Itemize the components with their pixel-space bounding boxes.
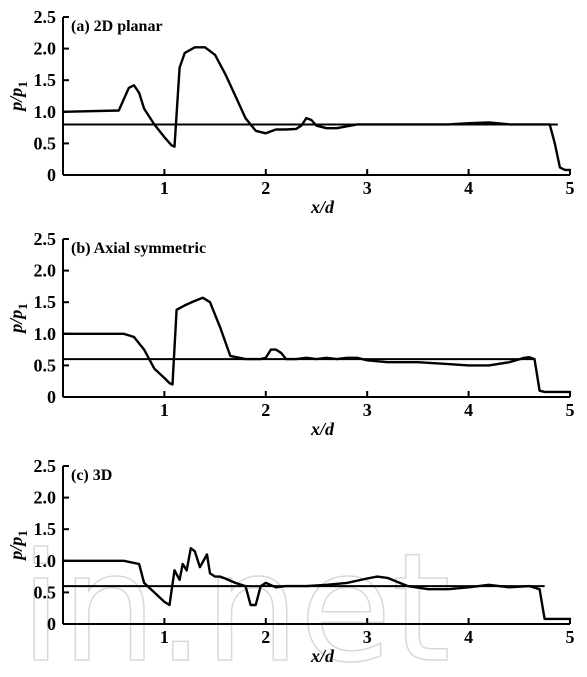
y-tick-label-b: 2.5: [34, 229, 57, 249]
x-tick-label-c: 4: [464, 627, 473, 647]
panel-title-c: (c) 3D: [71, 467, 112, 484]
y-axis-label-c: p/p1: [6, 530, 30, 562]
x-tick-label-b: 5: [566, 400, 575, 420]
y-tick-label-b: 1.0: [34, 324, 57, 344]
chart-panel-b: 0 0.5 1.0 1.5 2.0 2.5 1 2 3 4 5 x/d p/p1 (b) Axial sy…: [6, 229, 575, 439]
y-tick-label-b: 0.5: [34, 355, 57, 375]
y-tick-label-a: 1.0: [34, 102, 57, 122]
y-tick-label-a: 1.5: [34, 70, 57, 90]
series-line-b-0: [61, 296, 572, 394]
panel-title-b: (b) Axial symmetric: [71, 240, 206, 257]
x-axis-label-a: x/d: [310, 197, 335, 217]
x-tick-label-c: 1: [160, 627, 169, 647]
x-axis-label-c: x/d: [310, 646, 335, 666]
y-tick-label-c: 0: [47, 614, 56, 634]
x-tick-label-a: 2: [261, 178, 270, 198]
y-tick-label-c: 2.0: [34, 488, 57, 508]
y-tick-label-b: 0: [47, 387, 56, 407]
y-tick-label-a: 2.0: [34, 39, 57, 59]
chart-panel-c: 0 0.5 1.0 1.5 2.0 2.5 1 2 3 4 5 x/d p/p1 (c) 3D: [6, 456, 575, 666]
y-tick-label-a: 0.5: [34, 133, 57, 153]
x-tick-label-a: 5: [566, 178, 575, 198]
chart-panel-a: 0 0.5 1.0 1.5 2.0 2.5 1 2 3 4 5 x/d p/p1 (a) 2D plana…: [6, 7, 575, 217]
y-tick-label-b: 2.0: [34, 261, 57, 281]
x-tick-label-b: 1: [160, 400, 169, 420]
y-axis-label-a: p/p1: [6, 81, 30, 113]
x-tick-label-a: 1: [160, 178, 169, 198]
panel-title-a: (a) 2D planar: [71, 18, 163, 35]
x-tick-label-c: 2: [261, 627, 270, 647]
x-tick-label-b: 3: [363, 400, 372, 420]
y-tick-label-c: 1.0: [34, 551, 57, 571]
y-tick-label-c: 1.5: [34, 519, 57, 539]
y-tick-label-b: 1.5: [34, 292, 57, 312]
watermark: in.net: [20, 522, 451, 672]
x-axis-label-b: x/d: [310, 419, 335, 439]
x-tick-label-a: 4: [464, 178, 473, 198]
x-tick-label-c: 3: [363, 627, 372, 647]
series-line-a-0: [61, 46, 572, 172]
y-tick-label-a: 0: [47, 165, 56, 185]
y-tick-label-a: 2.5: [34, 7, 57, 27]
series-line-c-0: [61, 547, 572, 621]
x-tick-label-b: 2: [261, 400, 270, 420]
y-tick-label-c: 2.5: [34, 456, 57, 476]
y-axis-label-b: p/p1: [6, 303, 30, 335]
x-tick-label-a: 3: [363, 178, 372, 198]
x-tick-label-c: 5: [566, 627, 575, 647]
y-tick-label-c: 0.5: [34, 582, 57, 602]
x-tick-label-b: 4: [464, 400, 473, 420]
chart-panels: 0 0.5 1.0 1.5 2.0 2.5 1 2 3 4 5 x/d p/p1 (a) 2D plana…: [6, 7, 575, 666]
